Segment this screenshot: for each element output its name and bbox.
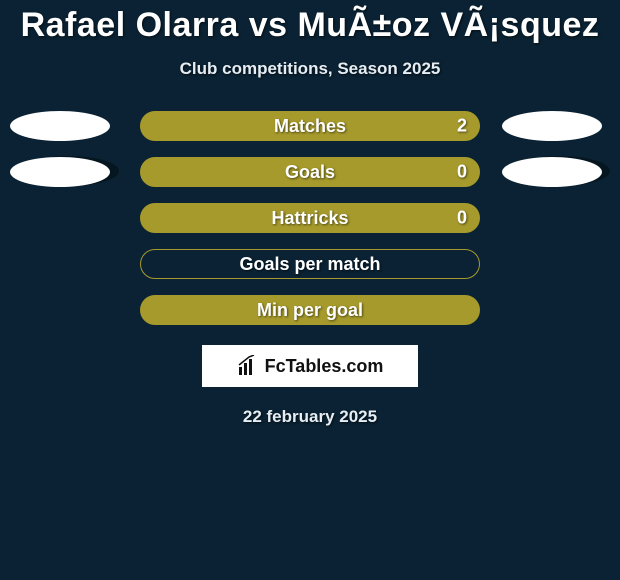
metric-row: Goals per match xyxy=(0,249,620,279)
metric-label: Goals xyxy=(285,162,335,183)
metric-bar: Hattricks 0 xyxy=(140,203,480,233)
brand-badge: FcTables.com xyxy=(202,345,418,387)
brand-text: FcTables.com xyxy=(265,356,384,377)
bar-chart-icon xyxy=(237,355,259,377)
metric-bar: Matches 2 xyxy=(140,111,480,141)
metric-row: Hattricks 0 xyxy=(0,203,620,233)
page-title: Rafael Olarra vs MuÃ±oz VÃ¡squez xyxy=(21,6,600,45)
metric-label: Hattricks xyxy=(271,208,348,229)
metric-label: Goals per match xyxy=(239,254,380,275)
player-ellipse-left xyxy=(10,111,110,141)
metric-bar: Goals 0 xyxy=(140,157,480,187)
metric-rows: Matches 2 Goals 0 Hattricks 0 Goals per match M… xyxy=(0,111,620,325)
metric-row: Goals 0 xyxy=(0,157,620,187)
metric-bar: Min per goal xyxy=(140,295,480,325)
metric-bar: Goals per match xyxy=(140,249,480,279)
date-label: 22 february 2025 xyxy=(243,407,377,427)
player-ellipse-left xyxy=(10,157,110,187)
metric-value: 2 xyxy=(457,116,467,137)
page-subtitle: Club competitions, Season 2025 xyxy=(180,59,441,79)
comparison-card: Rafael Olarra vs MuÃ±oz VÃ¡squez Club co… xyxy=(0,0,620,580)
metric-label: Min per goal xyxy=(257,300,363,321)
metric-value: 0 xyxy=(457,162,467,183)
metric-label: Matches xyxy=(274,116,346,137)
player-ellipse-right xyxy=(502,111,602,141)
metric-row: Matches 2 xyxy=(0,111,620,141)
player-ellipse-right xyxy=(502,157,602,187)
metric-value: 0 xyxy=(457,208,467,229)
metric-row: Min per goal xyxy=(0,295,620,325)
